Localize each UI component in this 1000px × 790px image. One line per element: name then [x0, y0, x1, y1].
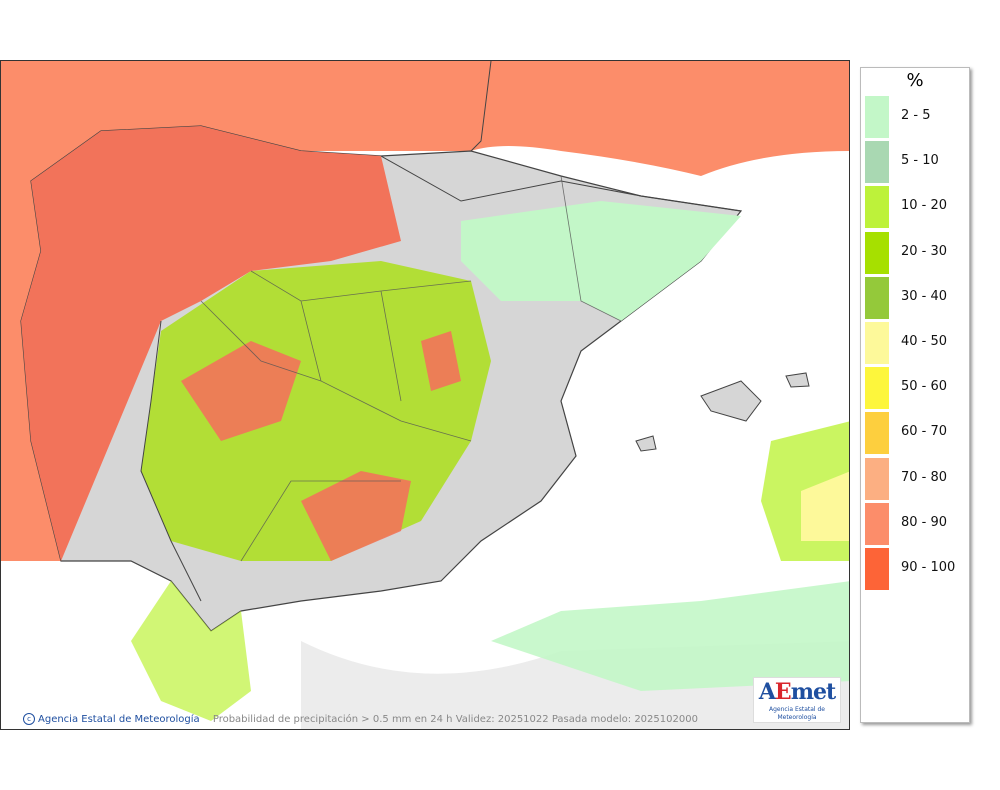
- aemet-logo-subtitle: Agencia Estatal de Meteorología: [768, 706, 825, 721]
- legend-label: 90 - 100: [901, 560, 956, 575]
- legend-item: 10 - 20: [865, 186, 965, 229]
- legend-item: 40 - 50: [865, 322, 965, 364]
- france-coast-line: [470, 61, 492, 152]
- northeast-low-zone: [461, 201, 741, 321]
- legend-panel: % 2 - 5 5 - 10 10 - 20 20 - 30 30 - 40 40 - 5…: [860, 67, 970, 723]
- legend-label: 70 - 80: [901, 469, 948, 485]
- regional-borders: [200, 175, 622, 562]
- legend-swatch: [865, 96, 889, 138]
- legend-item: 90 - 100: [865, 548, 965, 590]
- legend-item: 80 - 90: [865, 502, 965, 545]
- legend-unit: %: [906, 70, 924, 91]
- menorca-island: [785, 372, 810, 388]
- copyright-icon: c: [23, 713, 35, 725]
- legend-label: 2 - 5: [901, 108, 931, 123]
- agency-name: Agencia Estatal de Meteorología: [38, 714, 200, 725]
- legend-label: 5 - 10: [901, 153, 939, 169]
- legend-item: 50 - 60: [865, 367, 965, 410]
- central-west-high-zone: [181, 341, 301, 441]
- legend-item: 60 - 70: [865, 412, 965, 455]
- north-africa-low-zone: [491, 581, 849, 691]
- legend-item: 20 - 30: [865, 231, 965, 274]
- legend-label: 60 - 70: [901, 424, 948, 440]
- legend-swatch: [865, 367, 889, 410]
- legend-item: 70 - 80: [865, 457, 965, 500]
- map-caption: Probabilidad de precipitación > 0.5 mm e…: [212, 714, 698, 725]
- aemet-logo: AEmet Agencia Estatal de Meteorología: [753, 677, 841, 723]
- legend-swatch: [865, 322, 889, 364]
- aemet-logo-mark: AEmet: [758, 679, 836, 705]
- legend-swatch: [865, 412, 889, 455]
- legend-swatch: [865, 186, 889, 229]
- pyrenees-border: [380, 155, 742, 212]
- legend-label: 10 - 20: [901, 198, 948, 214]
- legend-swatch: [865, 548, 889, 590]
- legend-swatch: [865, 276, 889, 319]
- legend-swatch: [865, 231, 889, 274]
- legend-swatch: [865, 141, 889, 184]
- southwest-strait-zone: [131, 581, 251, 721]
- legend-swatch: [865, 502, 889, 545]
- legend-label: 80 - 90: [901, 514, 948, 530]
- east-sea-high-zone: [801, 471, 849, 541]
- south-high-zone: [301, 471, 411, 561]
- legend-item: 5 - 10: [865, 141, 965, 184]
- northwest-high-zone: [21, 126, 401, 561]
- legend-label: 40 - 50: [901, 334, 948, 349]
- precipitation-map: c Agencia Estatal de Meteorología Probabi…: [0, 60, 850, 730]
- legend-swatch: [865, 457, 889, 500]
- map-svg: [1, 61, 849, 729]
- legend-item: 30 - 40: [865, 276, 965, 319]
- map-footer: c Agencia Estatal de Meteorología Probabi…: [23, 713, 698, 725]
- legend-label: 20 - 30: [901, 243, 948, 259]
- portugal-border: [140, 320, 202, 602]
- atlantic-high-prob-zone: [1, 61, 849, 561]
- legend-item: 2 - 5: [865, 96, 965, 138]
- east-central-high-zone: [421, 331, 461, 391]
- legend-label: 30 - 40: [901, 288, 948, 304]
- legend-label: 50 - 60: [901, 379, 948, 395]
- ibiza-island: [635, 435, 657, 452]
- mallorca-island: [700, 380, 762, 422]
